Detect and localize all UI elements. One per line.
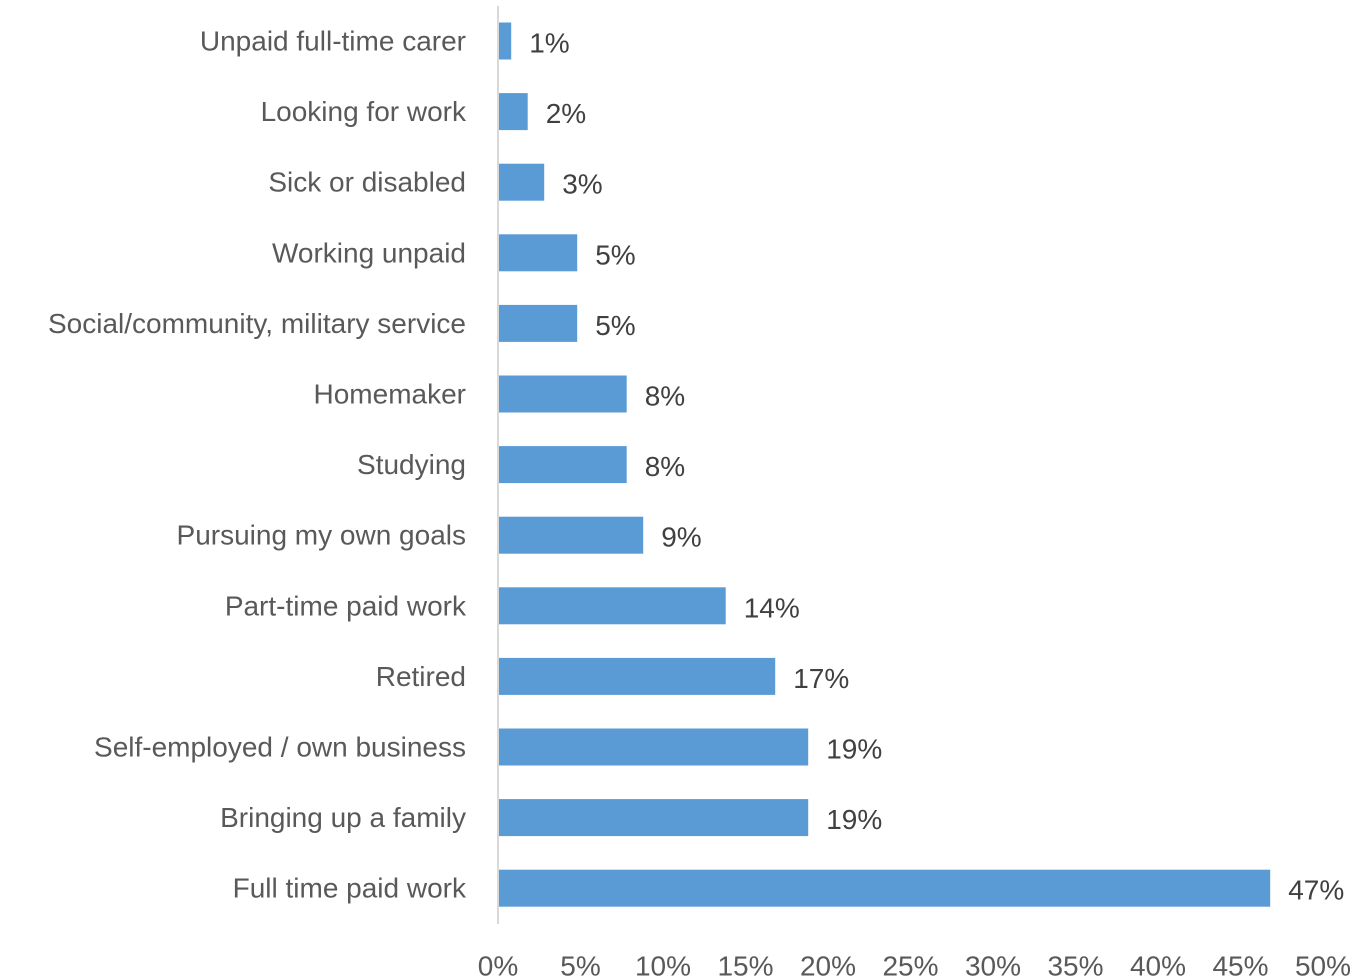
x-tick-label: 0% xyxy=(478,951,518,980)
bar xyxy=(498,93,528,131)
category-label: Sick or disabled xyxy=(268,167,466,198)
bar xyxy=(498,375,627,413)
data-label: 14% xyxy=(744,592,800,623)
category-label: Looking for work xyxy=(261,96,467,127)
category-label: Part-time paid work xyxy=(225,590,467,621)
data-label: 9% xyxy=(661,522,701,553)
x-tick-label: 10% xyxy=(635,951,691,980)
bar xyxy=(498,234,578,272)
x-tick-label: 25% xyxy=(882,951,938,980)
labels-layer: Unpaid full-time carer 1% Looking for work… xyxy=(48,26,1351,980)
data-label: 17% xyxy=(793,663,849,694)
bar xyxy=(498,163,545,201)
bar xyxy=(498,304,578,342)
data-label: 19% xyxy=(826,734,882,765)
data-label: 1% xyxy=(529,28,569,59)
category-label: Unpaid full-time carer xyxy=(200,26,466,57)
x-tick-label: 20% xyxy=(800,951,856,980)
x-tick-label: 5% xyxy=(560,951,600,980)
data-label: 47% xyxy=(1288,875,1344,906)
bar xyxy=(498,869,1271,907)
bar xyxy=(498,728,809,766)
category-label: Studying xyxy=(357,449,466,480)
x-tick-label: 40% xyxy=(1130,951,1186,980)
category-label: Working unpaid xyxy=(272,237,466,268)
bars-layer xyxy=(498,22,1271,907)
category-label: Full time paid work xyxy=(233,873,467,904)
bar xyxy=(498,657,776,695)
category-label: Bringing up a family xyxy=(220,802,466,833)
bar xyxy=(498,587,726,625)
x-tick-label: 35% xyxy=(1047,951,1103,980)
bar xyxy=(498,516,644,554)
data-label: 8% xyxy=(645,381,685,412)
category-label: Retired xyxy=(376,661,466,692)
data-label: 3% xyxy=(562,169,602,200)
x-tick-label: 50% xyxy=(1295,951,1351,980)
bar xyxy=(498,799,809,837)
category-label: Pursuing my own goals xyxy=(177,520,466,551)
data-label: 8% xyxy=(645,451,685,482)
category-label: Social/community, military service xyxy=(48,308,466,339)
bar xyxy=(498,22,512,60)
data-label: 2% xyxy=(546,98,586,129)
category-label: Self-employed / own business xyxy=(94,732,466,763)
x-tick-label: 15% xyxy=(717,951,773,980)
data-label: 19% xyxy=(826,804,882,835)
data-label: 5% xyxy=(595,310,635,341)
x-tick-label: 45% xyxy=(1212,951,1268,980)
category-label: Homemaker xyxy=(314,379,466,410)
data-label: 5% xyxy=(595,239,635,270)
bar xyxy=(498,446,627,484)
x-tick-label: 30% xyxy=(965,951,1021,980)
